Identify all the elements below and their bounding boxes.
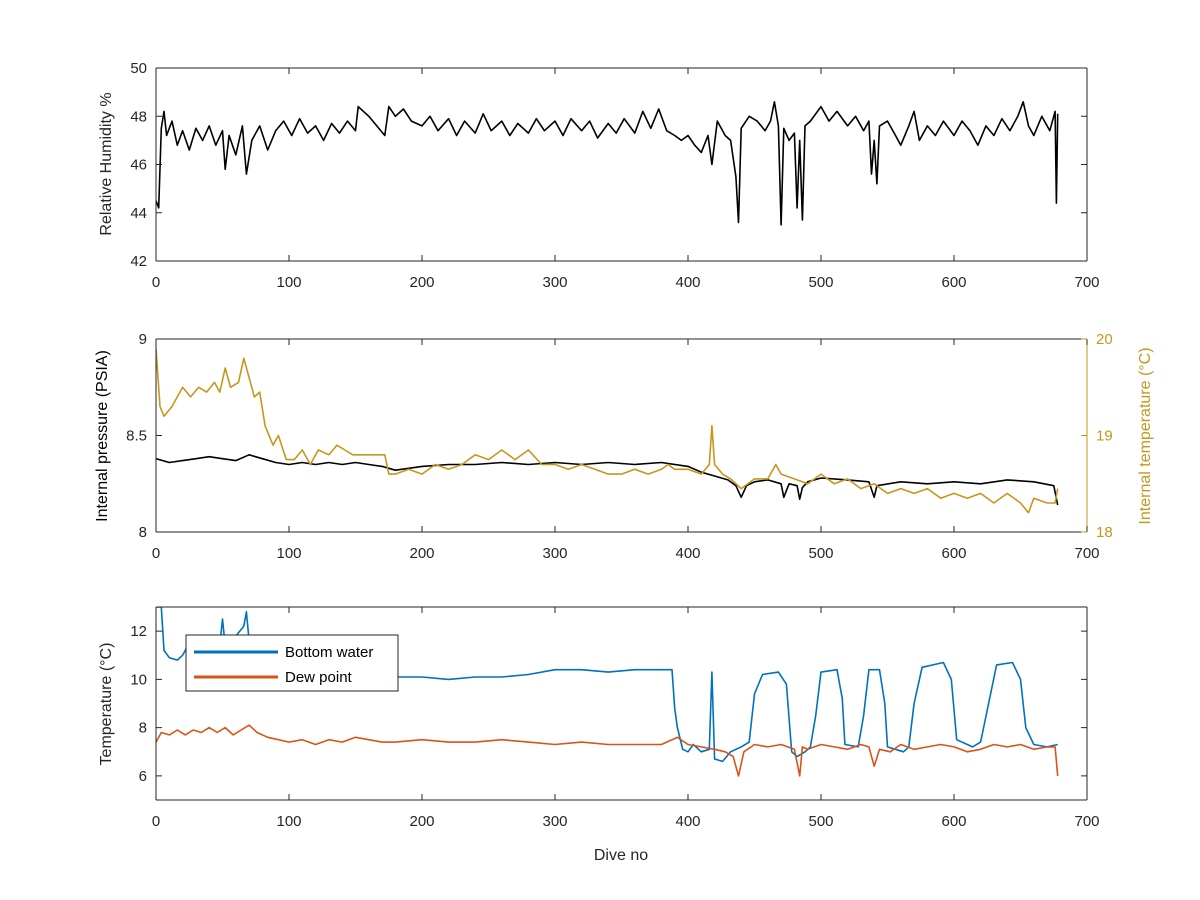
x-tick-label: 300 xyxy=(542,274,567,291)
legend-label-dew-point: Dew point xyxy=(285,669,353,686)
x-tick-label: 200 xyxy=(409,813,434,830)
x-tick-label: 300 xyxy=(542,545,567,562)
legend-label-bottom-water: Bottom water xyxy=(285,644,373,661)
series-group xyxy=(156,348,1059,514)
x-tick-label: 200 xyxy=(409,545,434,562)
x-tick-label: 700 xyxy=(1074,813,1099,830)
y-tick-label: 9 xyxy=(139,331,147,348)
x-tick-label: 100 xyxy=(276,813,301,830)
x-tick-label: 400 xyxy=(675,545,700,562)
y-tick-label: 42 xyxy=(130,253,147,270)
x-tick-label: 100 xyxy=(276,274,301,291)
x-tick-label: 600 xyxy=(941,545,966,562)
series-line-bottom-water xyxy=(156,607,1058,763)
series-group xyxy=(156,101,1059,226)
temperature-panel: Temperature (°C) Dive no 0 100 200 300 400 50… xyxy=(98,606,1100,864)
series-line-internal-temperature xyxy=(156,348,1059,514)
x-tick-label: 700 xyxy=(1074,274,1099,291)
y-tick-label: 12 xyxy=(130,623,147,640)
x-tick-label: 500 xyxy=(808,813,833,830)
x-tick-label: 0 xyxy=(152,813,160,830)
humidity-ylabel: Relative Humidity % xyxy=(98,92,115,235)
x-tick-label: 100 xyxy=(276,545,301,562)
x-tick-label: 500 xyxy=(808,274,833,291)
x-tick-label: 0 xyxy=(152,545,160,562)
y-right-tick-label: 18 xyxy=(1096,524,1113,541)
y-tick-label: 48 xyxy=(130,108,147,125)
y-tick-label: 50 xyxy=(130,60,147,77)
y-tick-label: 44 xyxy=(130,205,147,222)
series-group xyxy=(156,607,1059,777)
series-line-internal-pressure xyxy=(156,454,1059,506)
humidity-panel: Relative Humidity % 0 100 200 300 400 500 600 7… xyxy=(98,60,1100,291)
x-tick-label: 700 xyxy=(1074,545,1099,562)
internal-temperature-ylabel: Internal temperature (°C) xyxy=(1137,347,1154,524)
x-tick-label: 400 xyxy=(675,813,700,830)
y-tick-label: 10 xyxy=(130,671,147,688)
x-tick-label: 300 xyxy=(542,813,567,830)
series-line-relative-humidity xyxy=(156,101,1059,226)
y-tick-label: 6 xyxy=(139,768,147,785)
pressure-panel: Internal pressure (PSIA) Internal temper… xyxy=(94,331,1154,562)
series-line-dew-point xyxy=(156,724,1059,777)
y-right-tick-label: 19 xyxy=(1096,428,1113,445)
xlabel: Dive no xyxy=(594,847,648,864)
y-tick-label: 8 xyxy=(139,720,147,737)
y-tick-label: 46 xyxy=(130,157,147,174)
x-tick-label: 0 xyxy=(152,274,160,291)
legend: Bottom water Dew point xyxy=(185,634,399,692)
x-tick-label: 600 xyxy=(941,813,966,830)
x-tick-label: 400 xyxy=(675,274,700,291)
y-tick-label: 8 xyxy=(139,524,147,541)
legend-box xyxy=(185,634,399,692)
x-tick-label: 600 xyxy=(941,274,966,291)
y-tick-label: 8.5 xyxy=(126,428,147,445)
temperature-ylabel: Temperature (°C) xyxy=(98,643,115,766)
pressure-ylabel: Internal pressure (PSIA) xyxy=(94,350,111,522)
x-tick-label: 500 xyxy=(808,545,833,562)
y-right-tick-label: 20 xyxy=(1096,331,1113,348)
x-tick-label: 200 xyxy=(409,274,434,291)
